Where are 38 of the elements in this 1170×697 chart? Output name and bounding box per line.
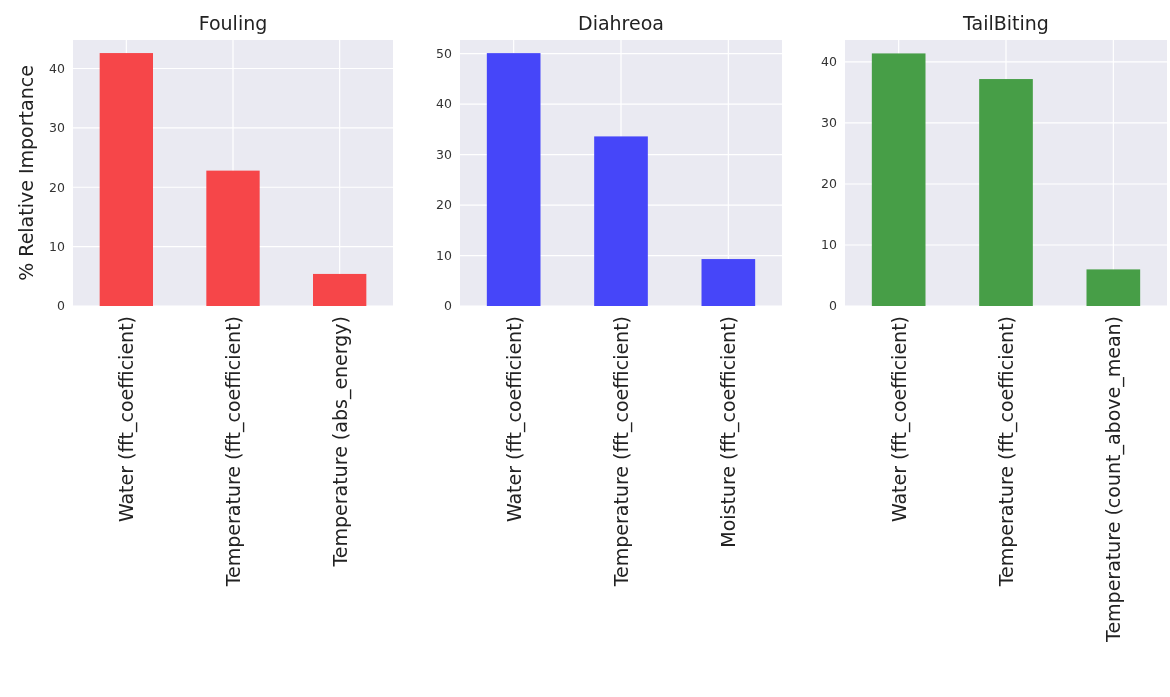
y-tick-label: 20: [821, 176, 838, 192]
bar: [871, 53, 926, 306]
x-tick-label: Temperature (fft_coefficient): [610, 316, 633, 588]
y-tick-label: 30: [49, 120, 66, 136]
y-tick-label: 40: [436, 96, 453, 112]
bar: [99, 53, 153, 306]
x-tick-label: Water (fft_coefficient): [115, 316, 139, 523]
y-tick-label: 10: [436, 247, 453, 263]
chart-title: TailBiting: [962, 12, 1049, 34]
x-tick-label: Temperature (abs_energy): [328, 316, 352, 568]
bar: [313, 273, 367, 306]
y-tick-label: 40: [49, 60, 66, 76]
y-tick-label: 20: [49, 179, 66, 195]
x-tick-label: Water (fft_coefficient): [887, 316, 911, 523]
y-tick-label: 0: [829, 298, 838, 314]
bar: [594, 136, 648, 306]
y-tick-label: 30: [436, 146, 453, 162]
y-tick-label: 50: [436, 46, 453, 61]
y-tick-label: 10: [821, 237, 838, 253]
y-tick-label: 20: [436, 197, 453, 213]
y-tick-label: 30: [821, 115, 838, 131]
x-tick-label: Temperature (count_above_mean): [1102, 316, 1126, 643]
y-tick-label: 40: [821, 54, 838, 70]
chart-title: Diahreoa: [578, 12, 664, 34]
x-tick-label: Water (fft_coefficient): [502, 316, 526, 523]
bar: [206, 170, 260, 306]
y-tick-label: 10: [49, 239, 66, 254]
bar: [1086, 269, 1141, 306]
y-axis-title: % Relative Importance: [15, 65, 37, 281]
y-tick-label: 0: [57, 298, 66, 314]
x-tick-label: Temperature (fft_coefficient): [995, 316, 1018, 588]
x-tick-label: Temperature (fft_coefficient): [222, 316, 245, 588]
y-tick-label: 0: [444, 298, 453, 314]
chart-title: Fouling: [198, 12, 268, 34]
x-tick-label: Moisture (fft_coefficient): [717, 316, 741, 548]
bar: [979, 79, 1033, 306]
bar: [486, 53, 541, 306]
bar: [701, 259, 756, 306]
